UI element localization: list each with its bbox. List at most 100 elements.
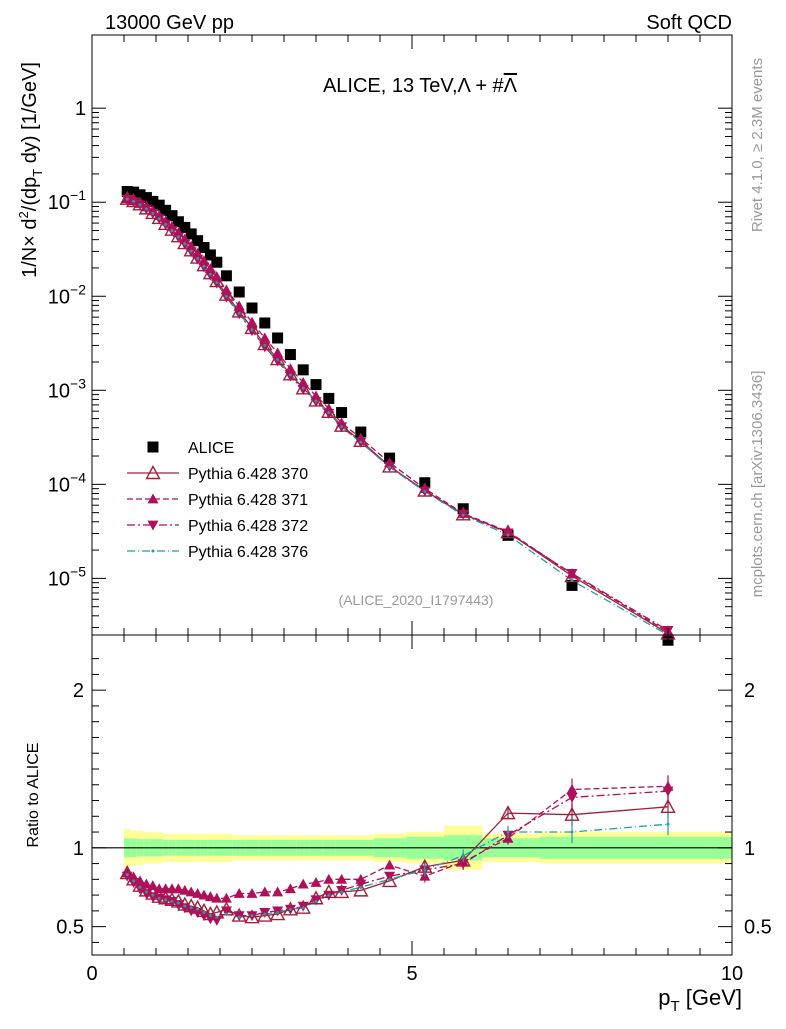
legend-marker-4 [151, 549, 155, 553]
main-point-series-0 [297, 364, 309, 376]
ratio-point-series-0 [381, 872, 398, 888]
main-point-series-4 [196, 257, 200, 261]
x-tick-label: 0 [86, 963, 97, 985]
ratio-point-series-3 [208, 914, 212, 918]
main-point-series-4 [215, 281, 219, 285]
main-point-series-4 [276, 358, 280, 362]
ratio-point-series-3 [340, 890, 344, 894]
main-point-series-0 [246, 302, 258, 314]
ratio-point-series-1 [336, 873, 348, 884]
mcplots-side-label: mcplots.cern.ch [arXiv:1306.3436] [749, 371, 766, 598]
rivet-side-label: Rivet 4.1.0, ≥ 2.3M events [749, 58, 766, 232]
main-point-series-4 [506, 533, 510, 537]
ratio-point-series-1 [259, 886, 271, 897]
main-y-tick-label: 10−2 [48, 281, 86, 308]
ratio-point-series-1 [233, 888, 245, 898]
main-y-tick-label: 10−3 [48, 375, 86, 402]
main-point-series-0 [220, 270, 232, 282]
ratio-y-tick-label: 0.5 [56, 917, 84, 939]
legend-marker-1 [145, 465, 161, 480]
ratio-point-series-2 [457, 859, 469, 870]
main-point-series-4 [461, 513, 465, 517]
main-point-series-4 [359, 440, 363, 444]
ratio-point-series-1 [134, 875, 146, 886]
ratio-point-series-3 [202, 910, 206, 914]
ratio-point-series-2 [384, 871, 396, 882]
ratio-point-series-3 [359, 885, 363, 889]
main-point-series-0 [153, 199, 165, 211]
ratio-point-series-2 [192, 908, 204, 918]
main-point-series-2 [297, 377, 309, 387]
ratio-axis-ticks: 0.5 0.5 1 1 2 2 0 5 10 [56, 635, 772, 985]
legend-marker-3 [147, 520, 159, 531]
ratio-point-series-2 [121, 871, 133, 882]
ratio-point-series-1 [297, 878, 309, 889]
ratio-point-series-0 [295, 899, 311, 914]
main-point-series-4 [170, 229, 174, 233]
main-point-series-4 [189, 249, 193, 253]
ratio-point-series-1 [179, 884, 191, 895]
main-point-series-4 [183, 242, 187, 246]
main-point-series-4 [288, 373, 292, 377]
ratio-point-series-1 [246, 888, 258, 898]
main-point-series-0 [147, 195, 159, 207]
main-point-series-4 [125, 197, 129, 201]
main-point-series-0 [179, 221, 191, 233]
main-point-series-4 [301, 386, 305, 390]
legend-marker-0 [147, 441, 159, 453]
main-point-series-0 [323, 392, 335, 404]
main-y-axis-label: 1/N× d2/(dpT dy) [1/GeV] [16, 62, 45, 278]
main-y-tick-label: 10−1 [48, 187, 86, 214]
ratio-point-series-3 [170, 899, 174, 903]
header-left-title: 13000 GeV pp [105, 12, 234, 34]
ratio-point-series-3 [183, 904, 187, 908]
ratio-point-series-3 [288, 907, 292, 911]
ratio-point-series-3 [250, 914, 254, 918]
ratio-point-series-1 [310, 876, 322, 887]
ratio-point-series-1 [185, 886, 197, 897]
ratio-point-series-1 [192, 888, 204, 898]
legend-label-0: ALICE [188, 440, 234, 457]
main-point-series-0 [284, 349, 296, 361]
ratio-point-series-3 [196, 907, 200, 911]
main-point-series-2 [246, 316, 258, 327]
ratio-point-series-1 [172, 883, 184, 894]
ratio-point-series-1 [211, 892, 223, 903]
ratio-point-series-0 [564, 806, 580, 821]
ratio-point-series-2 [140, 889, 152, 900]
ratio-point-series-3 [276, 910, 280, 914]
ratio-point-series-2 [198, 911, 210, 922]
ratio-point-series-1 [204, 891, 216, 902]
main-point-series-0 [128, 186, 140, 198]
ratio-point-series-2 [179, 903, 191, 914]
x-tick-label: 10 [721, 963, 743, 985]
ratio-y-tick-label-right: 2 [744, 680, 755, 702]
main-point-series-0 [134, 189, 146, 201]
legend-label-2: Pythia 6.428 371 [188, 492, 308, 509]
main-point-series-4 [208, 272, 212, 276]
ratio-point-series-3 [666, 822, 670, 826]
main-point-series-0 [198, 241, 210, 253]
main-point-series-3 [284, 371, 296, 382]
ratio-point-series-1 [284, 883, 296, 894]
ratio-point-series-1 [384, 859, 396, 870]
legend: ALICE Pythia 6.428 370 Pythia 6.428 371 Pyt… [127, 440, 308, 561]
legend-marker-2 [147, 493, 159, 504]
main-point-series-2 [220, 284, 232, 295]
main-point-series-2 [233, 300, 245, 311]
main-point-series-0 [355, 426, 367, 438]
ratio-point-series-1 [198, 889, 210, 900]
legend-label-3: Pythia 6.428 372 [188, 518, 308, 535]
ratio-point-series-2 [662, 786, 674, 797]
main-point-series-4 [237, 311, 241, 315]
main-point-series-4 [202, 264, 206, 268]
ratio-point-series-3 [138, 885, 142, 889]
ratio-point-series-3 [132, 879, 136, 883]
ratio-point-series-3 [125, 873, 129, 877]
main-point-series-0 [204, 249, 216, 261]
main-point-series-2 [204, 263, 216, 273]
main-plot-title: ALICE, 13 TeV,Λ + #Λ [323, 75, 518, 97]
ratio-point-series-3 [215, 915, 219, 919]
ratio-y-tick-label: 2 [73, 680, 84, 702]
main-axis-ticks: 10−5 10−4 10−3 10−2 10−1 1 [48, 35, 733, 635]
